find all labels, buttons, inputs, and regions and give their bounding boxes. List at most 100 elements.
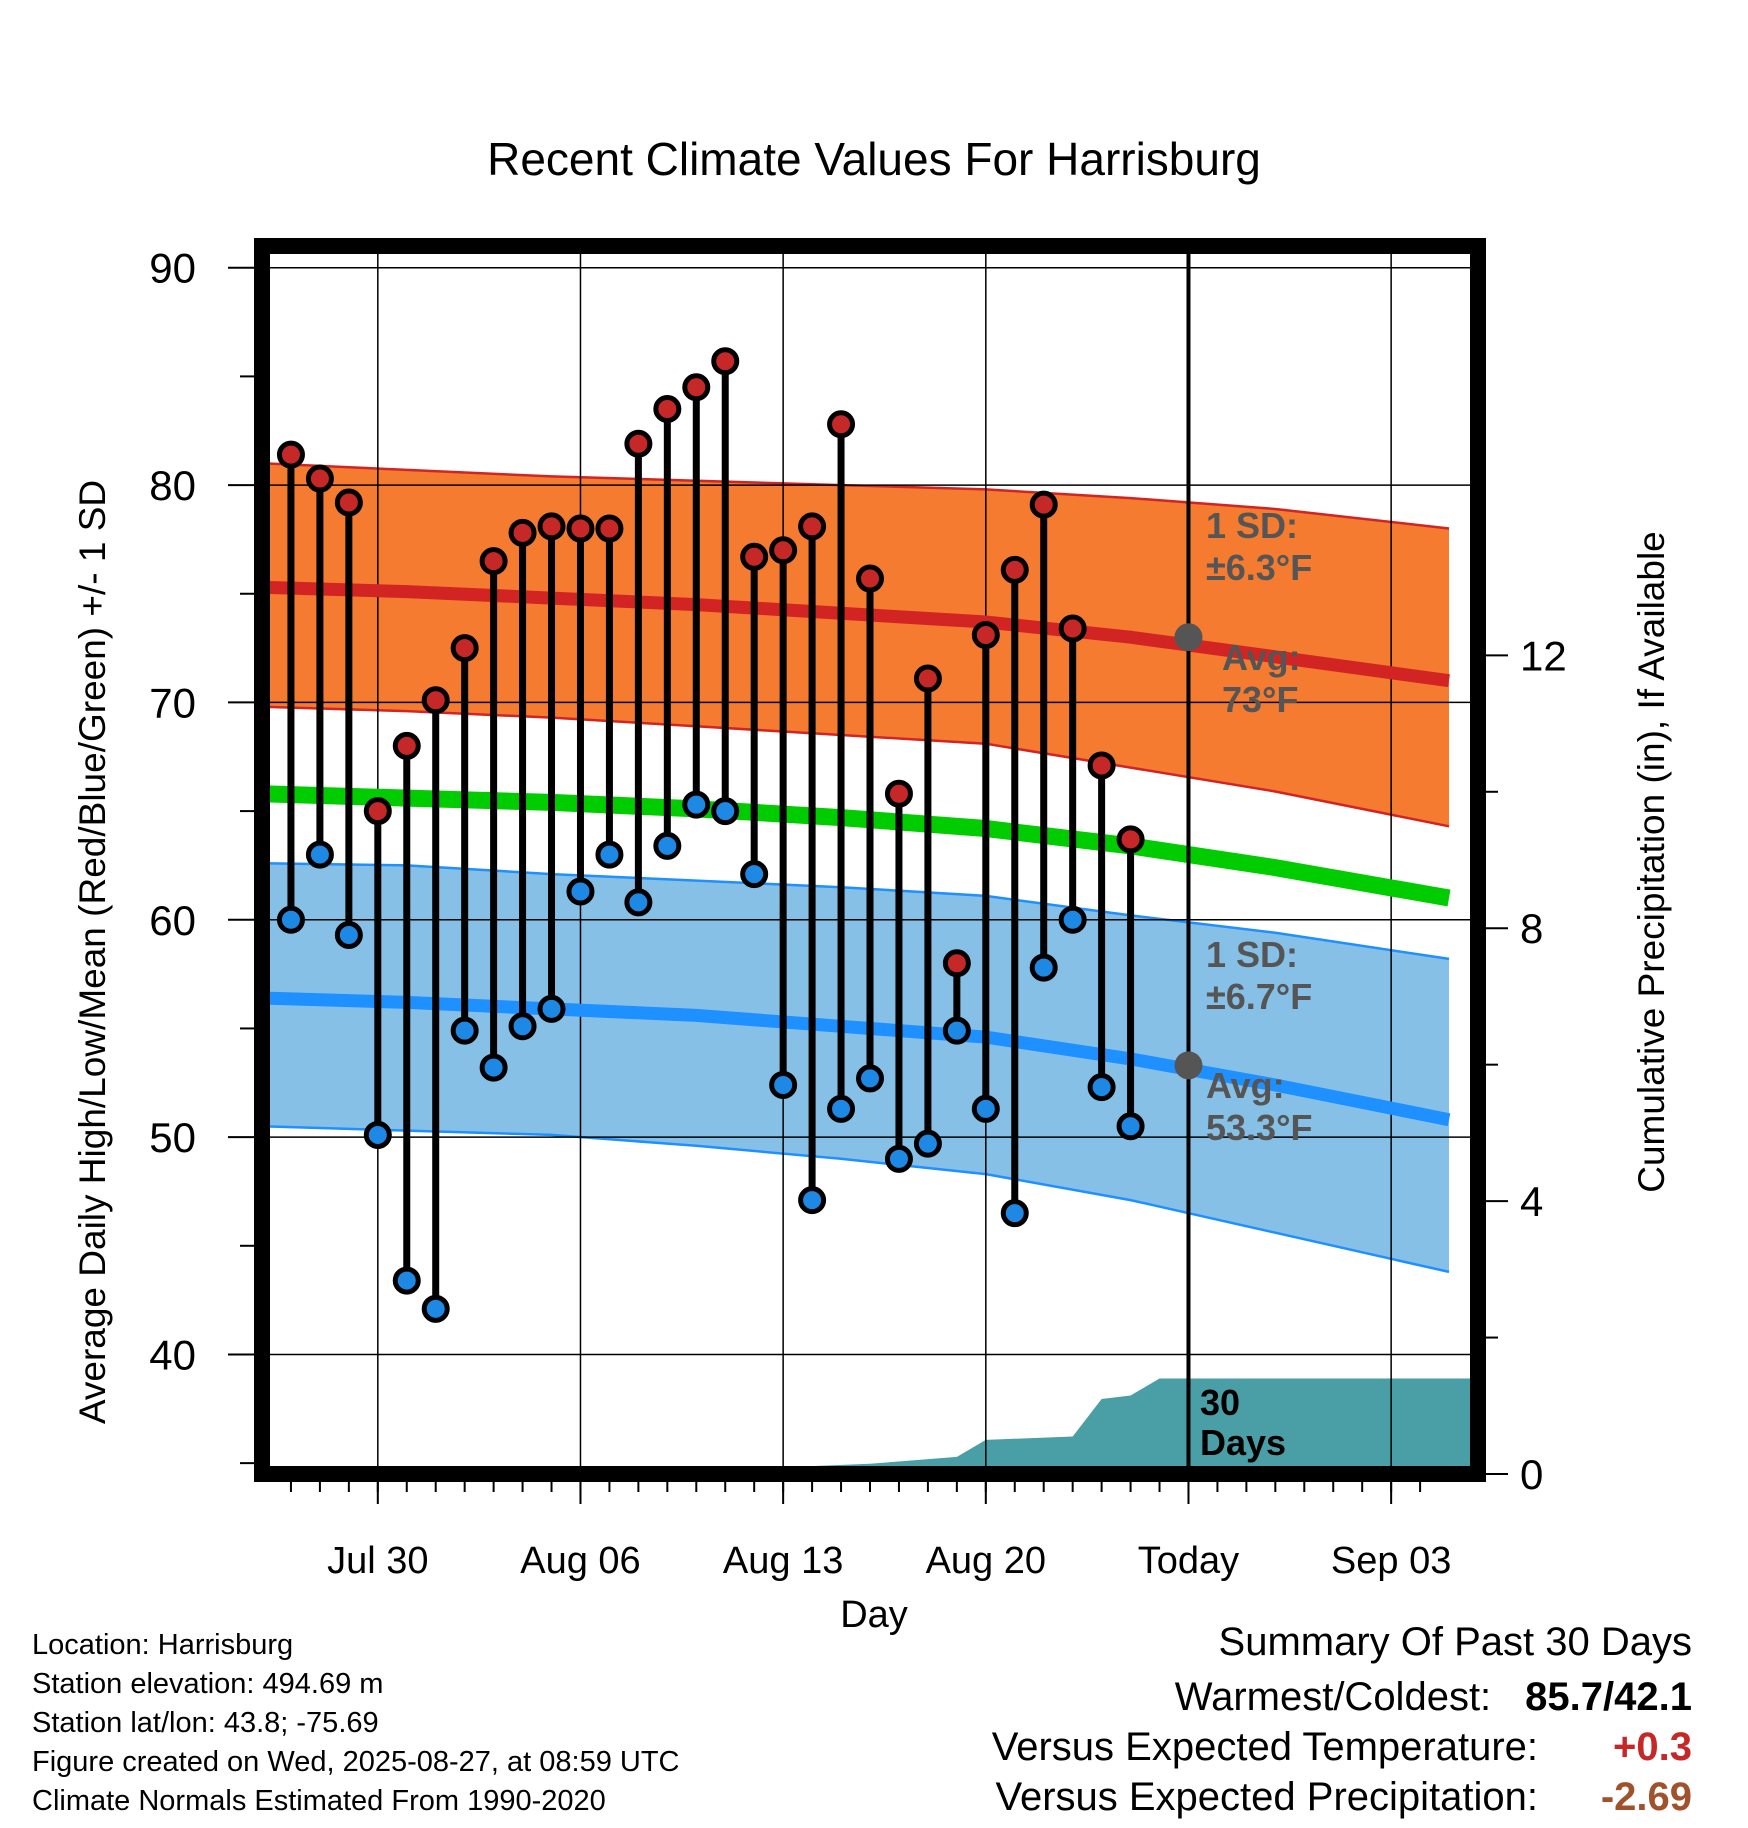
high-marker xyxy=(363,797,392,826)
annotation-text: 73°F xyxy=(1222,679,1298,720)
x-tick-label: Aug 06 xyxy=(520,1540,640,1582)
high-marker xyxy=(682,373,711,402)
annotation-text: Avg: xyxy=(1222,637,1301,678)
high-marker xyxy=(798,512,827,541)
high-marker xyxy=(508,518,537,547)
low-sd-lower-line xyxy=(261,1124,1450,1274)
low-marker xyxy=(1000,1199,1029,1228)
high-marker xyxy=(1000,555,1029,584)
low-marker xyxy=(682,790,711,819)
low-marker xyxy=(856,1064,884,1093)
annotation-text: 1 SD: xyxy=(1206,505,1298,546)
low-marker xyxy=(334,920,363,949)
plot-frame xyxy=(254,238,1486,1482)
high-sd-band xyxy=(262,463,1449,827)
low-marker xyxy=(305,840,334,869)
high-marker xyxy=(624,429,653,458)
summary-temp-label: Versus Expected Temperature: xyxy=(991,1725,1538,1769)
annotation-text: Avg: xyxy=(1206,1065,1285,1106)
low-marker xyxy=(421,1294,450,1323)
x-axis: Jul 30 Aug 06 Aug 13 Aug 20 Today Sep 03 xyxy=(289,1482,1451,1582)
low-marker xyxy=(913,1129,942,1158)
low-marker xyxy=(566,877,595,906)
high-marker xyxy=(595,514,624,543)
low-marker xyxy=(1029,953,1058,982)
y2-axis-label: Cumulative Precipitation (in), If Availa… xyxy=(1631,531,1672,1193)
low-marker xyxy=(537,994,566,1023)
annotation-text: ±6.7°F xyxy=(1206,976,1312,1017)
high-marker xyxy=(479,547,508,576)
info-location: Location: Harrisburg xyxy=(32,1629,294,1661)
y-tick-label: 80 xyxy=(149,462,196,509)
summary-precip: Versus Expected Precipitation: -2.69 xyxy=(995,1777,1692,1817)
y-tick-label: 70 xyxy=(149,679,196,726)
high-marker xyxy=(1058,614,1087,643)
high-marker xyxy=(276,440,305,469)
low-marker xyxy=(1116,1112,1145,1141)
low-marker xyxy=(884,1144,913,1173)
low-marker xyxy=(363,1120,392,1149)
summary-precip-label: Versus Expected Precipitation: xyxy=(995,1775,1538,1819)
annotation-text: Days xyxy=(1200,1422,1286,1463)
high-marker xyxy=(1116,825,1145,854)
summary-warm-cold-value: 85.7/42.1 xyxy=(1525,1675,1692,1719)
high-marker xyxy=(537,512,566,541)
annotation-text: 53.3°F xyxy=(1206,1107,1312,1148)
info-normals: Climate Normals Estimated From 1990-2020 xyxy=(32,1785,606,1817)
high-marker xyxy=(769,536,798,565)
low-marker xyxy=(711,797,740,826)
low-marker xyxy=(450,1016,479,1045)
low-marker xyxy=(769,1070,798,1099)
low-marker xyxy=(798,1186,827,1215)
summary-warm-cold: Warmest/Coldest: 85.7/42.1 xyxy=(1175,1677,1692,1717)
summary-precip-value: -2.69 xyxy=(1600,1775,1692,1819)
high-marker xyxy=(856,564,884,593)
x-tick-label: Jul 30 xyxy=(327,1540,428,1582)
y-axis-right: 0 4 8 12 xyxy=(1486,632,1567,1498)
annotation-text: ±6.3°F xyxy=(1206,547,1312,588)
low-marker xyxy=(595,840,624,869)
high-marker xyxy=(305,464,334,493)
high-marker xyxy=(1087,751,1116,780)
high-marker xyxy=(566,514,595,543)
high-marker xyxy=(392,731,421,760)
low-marker xyxy=(971,1094,1000,1123)
summary-warm-cold-label: Warmest/Coldest: xyxy=(1174,1675,1492,1719)
y-tick-label: 50 xyxy=(149,1114,196,1161)
y-tick-label: 40 xyxy=(149,1331,196,1378)
high-marker xyxy=(740,542,769,571)
info-created: Figure created on Wed, 2025-08-27, at 08… xyxy=(32,1746,680,1778)
y2-tick-label: 4 xyxy=(1520,1178,1543,1225)
annotation-text: 1 SD: xyxy=(1206,934,1298,975)
x-tick-label: Today xyxy=(1138,1540,1239,1582)
today-low-avg-marker xyxy=(1174,1051,1203,1080)
annotation-text: 30 xyxy=(1200,1382,1240,1423)
high-marker xyxy=(884,779,913,808)
high-marker xyxy=(421,686,450,715)
summary-title: Summary Of Past 30 Days xyxy=(1218,1620,1692,1664)
y-axis-label: Average Daily High/Low/Mean (Red/Blue/Gr… xyxy=(72,480,113,1424)
low-marker xyxy=(392,1266,421,1295)
high-marker xyxy=(942,949,971,978)
x-axis-label: Day xyxy=(840,1594,908,1636)
high-marker xyxy=(450,634,479,663)
high-marker xyxy=(334,488,363,517)
low-sd-band xyxy=(262,863,1449,1272)
y2-tick-label: 12 xyxy=(1520,632,1567,679)
high-marker xyxy=(653,395,682,424)
high-marker xyxy=(971,621,1000,650)
x-tick-label: Aug 13 xyxy=(723,1540,843,1582)
summary-temp-value: +0.3 xyxy=(1613,1725,1692,1769)
info-latlon: Station lat/lon: 43.8; -75.69 xyxy=(32,1707,379,1739)
y-tick-label: 90 xyxy=(149,245,196,292)
info-elevation: Station elevation: 494.69 m xyxy=(32,1668,384,1700)
y-tick-label: 60 xyxy=(149,897,196,944)
low-marker xyxy=(479,1053,508,1082)
x-tick-label: Aug 20 xyxy=(926,1540,1046,1582)
low-marker xyxy=(942,1016,971,1045)
x-tick-label: Sep 03 xyxy=(1331,1540,1451,1582)
high-marker xyxy=(711,347,740,376)
high-marker xyxy=(1029,490,1058,519)
low-marker xyxy=(1058,905,1087,934)
